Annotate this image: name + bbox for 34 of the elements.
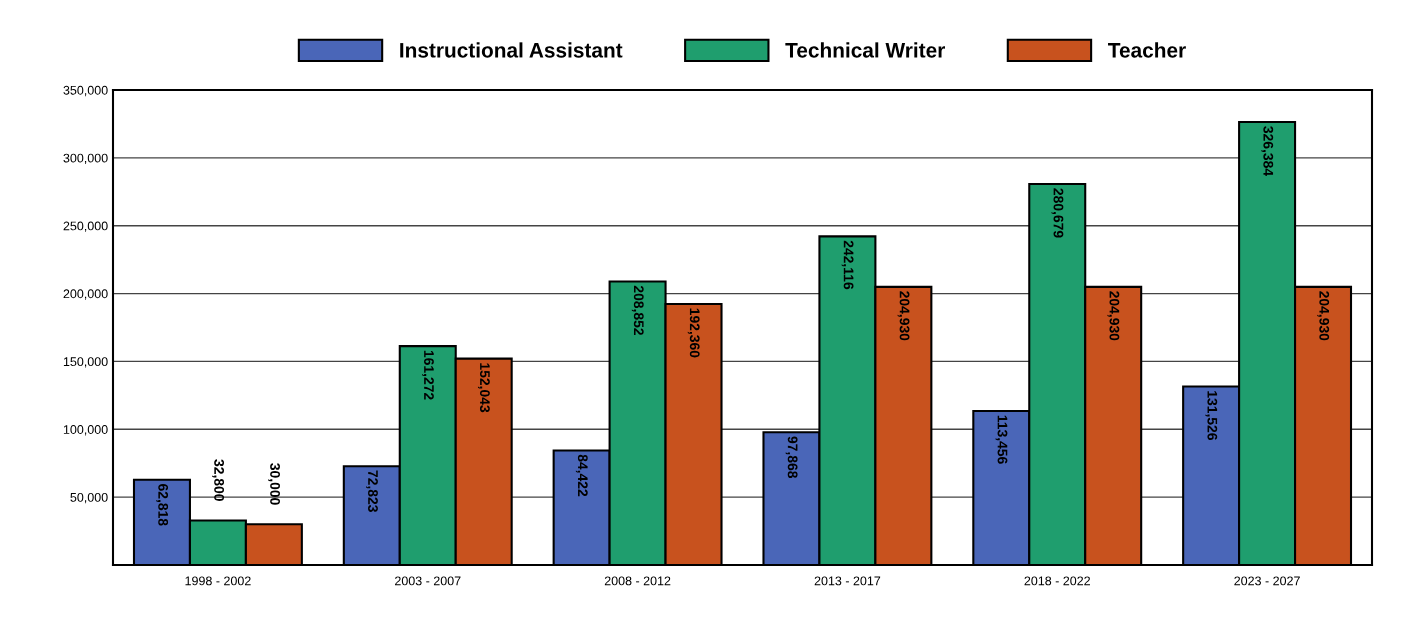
data-label: 280,679 xyxy=(1051,188,1064,238)
legend-label: Technical Writer xyxy=(785,42,945,58)
y-tick-label: 50,000 xyxy=(70,492,108,504)
data-label: 97,868 xyxy=(785,436,798,479)
data-label: 30,000 xyxy=(268,463,280,505)
data-label: 113,456 xyxy=(995,415,1008,464)
y-tick-label: 200,000 xyxy=(63,289,108,300)
x-tick-label: 1998 - 2002 xyxy=(185,576,251,586)
data-label: 326,384 xyxy=(1261,126,1274,176)
data-label: 152,043 xyxy=(477,363,490,413)
data-label: 131,526 xyxy=(1205,391,1218,440)
data-label: 72,823 xyxy=(366,470,378,512)
data-label: 204,930 xyxy=(897,291,910,341)
data-label: 242,116 xyxy=(841,240,854,290)
y-tick-label: 100,000 xyxy=(63,425,108,436)
y-tick-label: 300,000 xyxy=(63,153,108,164)
y-tick-label: 150,000 xyxy=(63,357,108,368)
y-tick-label: 350,000 xyxy=(63,85,108,97)
data-label: 204,930 xyxy=(1107,291,1120,341)
x-tick-label: 2023 - 2027 xyxy=(1234,576,1300,586)
data-label: 161,272 xyxy=(422,350,434,400)
x-tick-label: 2018 - 2022 xyxy=(1024,576,1090,586)
x-tick-label: 2008 - 2012 xyxy=(604,576,671,586)
data-label: 32,800 xyxy=(212,459,225,501)
y-tick-label: 250,000 xyxy=(63,221,108,232)
data-label: 208,852 xyxy=(631,285,644,336)
data-label: 84,422 xyxy=(575,454,588,497)
data-label: 192,360 xyxy=(687,308,700,358)
data-label: 204,930 xyxy=(1317,291,1330,341)
data-label: 62,818 xyxy=(156,484,169,526)
x-tick-label: 2013 - 2017 xyxy=(814,576,881,586)
x-tick-label: 2003 - 2007 xyxy=(395,576,461,586)
legend-label: Teacher xyxy=(1108,42,1186,58)
legend-label: Instructional Assistant xyxy=(400,42,623,58)
